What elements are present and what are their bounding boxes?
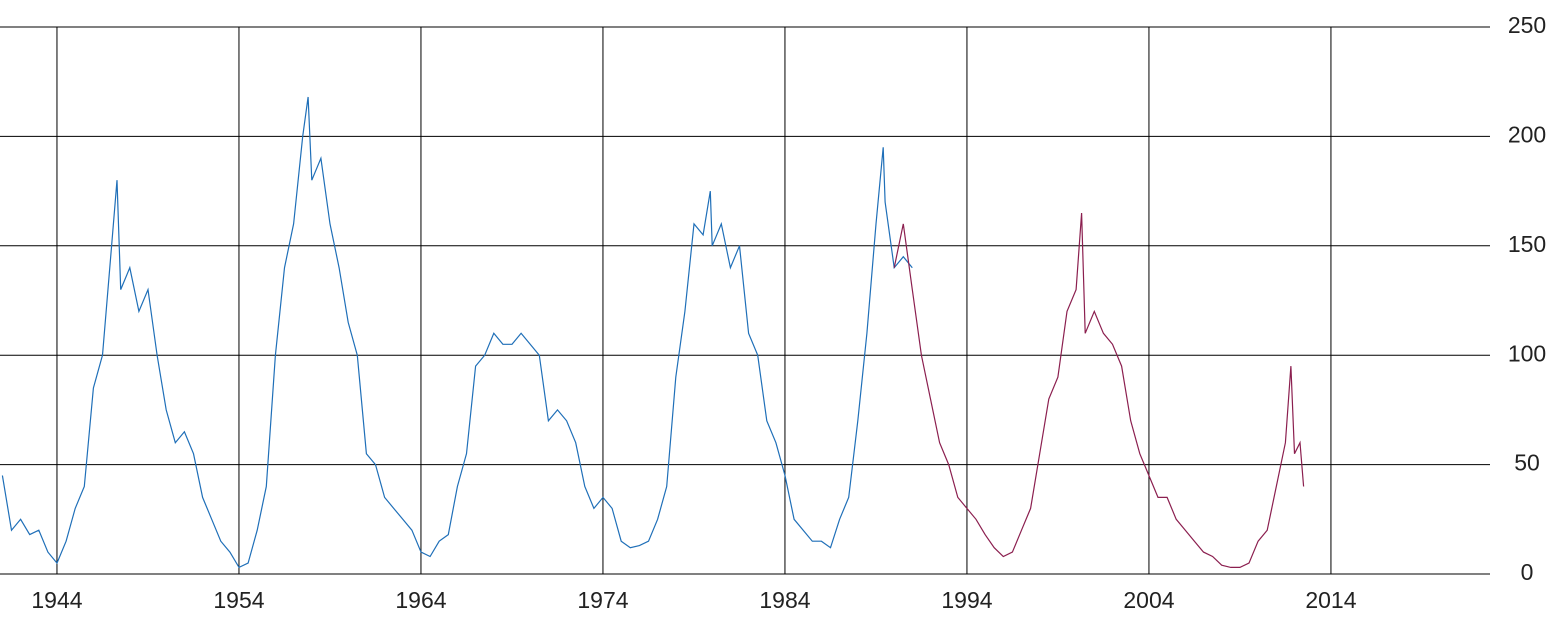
series-line [1, 96, 913, 569]
x-tick-label: 1974 [577, 587, 628, 613]
y-tick-label: 50 [1514, 450, 1540, 476]
y-tick-label: 150 [1508, 231, 1546, 257]
y-tick-label: 250 [1508, 12, 1546, 38]
x-tick-label: 1954 [213, 587, 264, 613]
y-tick-label: 200 [1508, 121, 1546, 147]
y-tick-label: 0 [1521, 559, 1534, 585]
x-tick-label: 2014 [1305, 587, 1356, 613]
x-tick-label: 2004 [1123, 587, 1174, 613]
x-tick-label: 1964 [395, 587, 446, 613]
x-tick-label: 1984 [759, 587, 810, 613]
x-tick-label: 1994 [941, 587, 992, 613]
series-line [893, 212, 1305, 568]
x-tick-label: 1944 [31, 587, 82, 613]
y-tick-label: 100 [1508, 340, 1546, 366]
